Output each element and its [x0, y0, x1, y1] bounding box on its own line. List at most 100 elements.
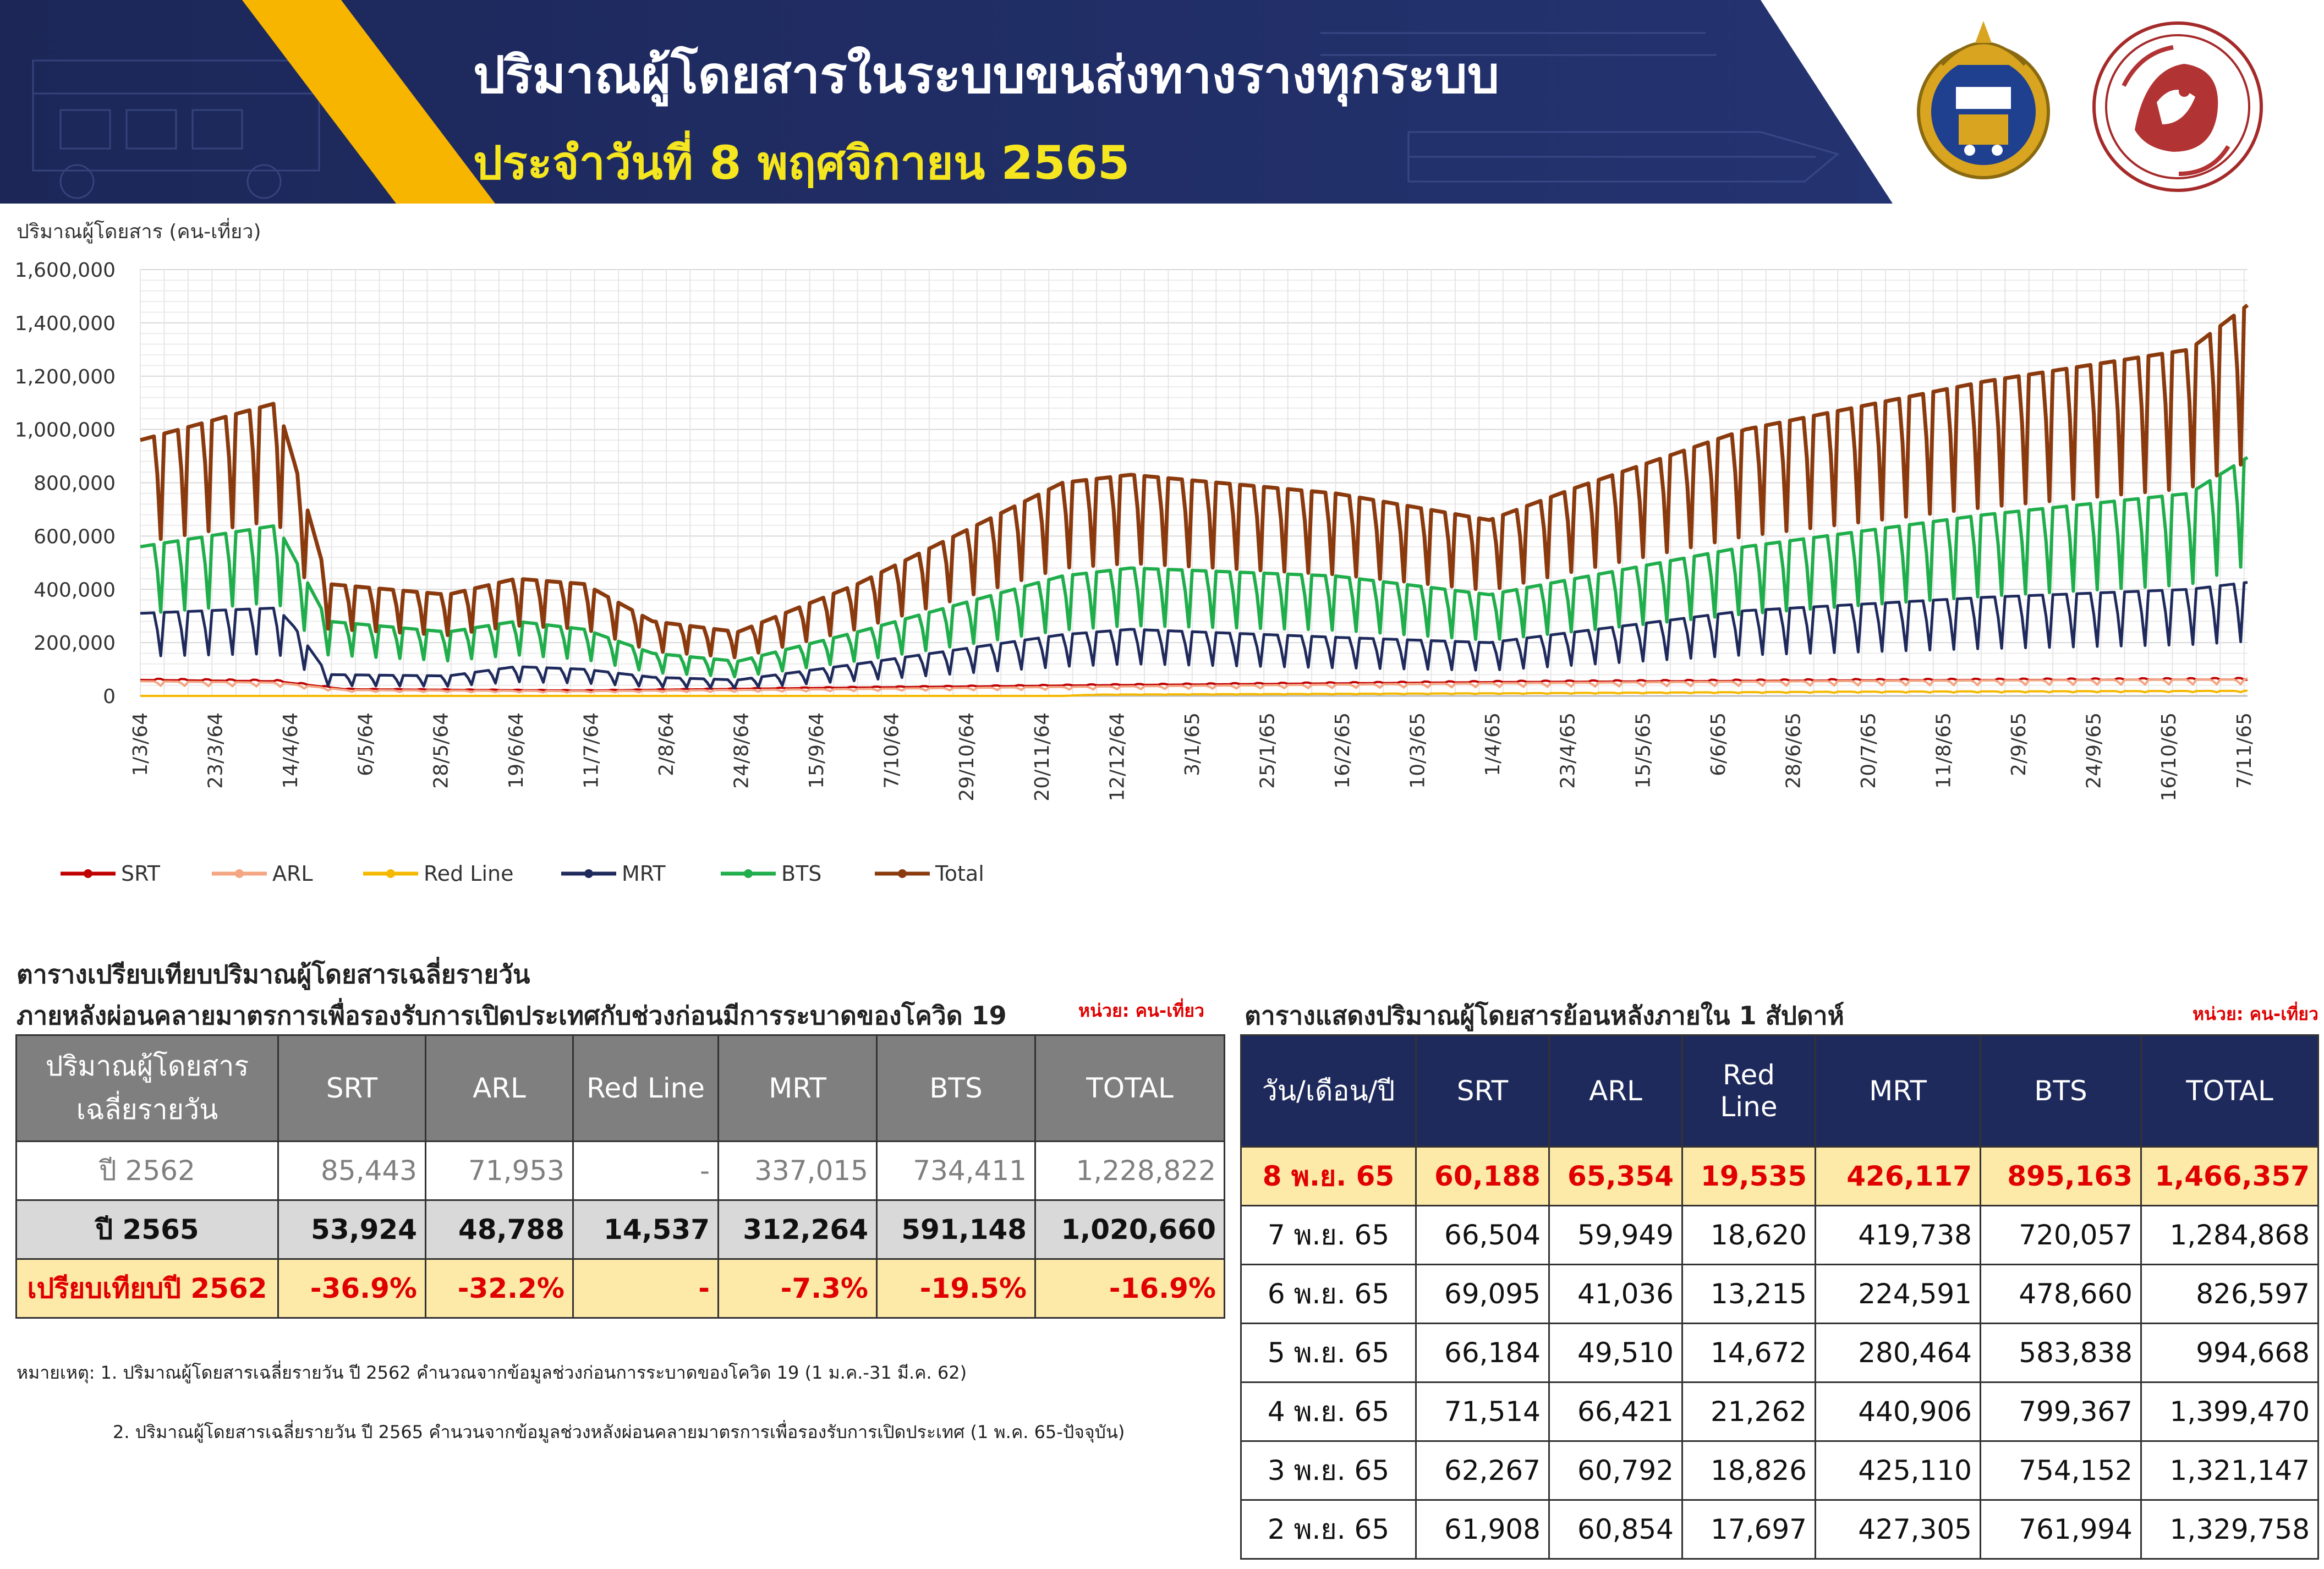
value-cell: 14,537 — [572, 1199, 719, 1260]
value-cell: 761,994 — [1980, 1499, 2142, 1560]
value-cell: 895,163 — [1980, 1146, 2142, 1206]
value-cell: 1,020,660 — [1034, 1199, 1225, 1260]
weekly-ridership-table: วัน/เดือน/ปี SRT ARL Red Line MRT BTS TOTAL 8 … — [1240, 1034, 2319, 1560]
footnote-2: 2. ปริมาณผู้โดยสารเฉลี่ยรายวัน ปี 2565 ค… — [113, 1422, 1125, 1442]
footnote-1: หมายเหตุ: 1. ปริมาณผู้โดยสารเฉลี่ยรายวัน… — [17, 1362, 967, 1383]
value-cell: 66,504 — [1415, 1205, 1550, 1265]
value-cell: 48,788 — [425, 1199, 574, 1260]
row-label-cell: 4 พ.ย. 65 — [1240, 1381, 1417, 1442]
value-cell: 1,466,357 — [2140, 1146, 2319, 1206]
value-cell: 426,117 — [1815, 1146, 1981, 1206]
x-tick-label: 1/4/65 — [1482, 712, 1504, 776]
legend-label: ARL — [272, 862, 313, 886]
right-table-unit: หน่วย: คน-เที่ยว — [2193, 1003, 2318, 1024]
value-cell: -7.3% — [717, 1258, 878, 1319]
value-cell: - — [572, 1258, 719, 1319]
value-cell: 61,908 — [1415, 1499, 1550, 1560]
series-line-arl — [140, 677, 2248, 694]
x-tick-label: 28/6/65 — [1782, 712, 1805, 789]
value-cell: 994,668 — [2140, 1323, 2319, 1383]
left-table-heading-1: ตารางเปรียบเทียบปริมาณผู้โดยสารเฉลี่ยราย… — [17, 959, 530, 989]
table-row: 7 พ.ย. 65 66,504 59,949 18,620 419,738 720,05… — [1240, 1205, 2319, 1265]
value-cell: 591,148 — [876, 1199, 1036, 1260]
value-cell: 41,036 — [1548, 1264, 1683, 1324]
value-cell: 1,329,758 — [2140, 1499, 2319, 1560]
y-axis-ticks: 0 200,000 400,000 600,000 800,000 1,000,000 1,… — [15, 259, 116, 708]
value-cell: -32.2% — [425, 1258, 574, 1319]
value-cell: 13,215 — [1681, 1264, 1816, 1324]
legend-label: MRT — [622, 862, 666, 886]
x-tick-label: 16/2/65 — [1331, 712, 1354, 789]
x-tick-label: 6/5/64 — [355, 712, 377, 776]
x-tick-label: 14/4/64 — [279, 712, 302, 789]
row-label-cell: 2 พ.ย. 65 — [1240, 1499, 1417, 1560]
value-cell: -16.9% — [1034, 1258, 1225, 1319]
column-header: BTS — [1980, 1034, 2142, 1148]
value-cell: 62,267 — [1415, 1440, 1550, 1501]
row-label-cell: 6 พ.ย. 65 — [1240, 1264, 1417, 1324]
value-cell: 59,949 — [1548, 1205, 1683, 1265]
column-header: ปริมาณผู้โดยสาร เฉลี่ยรายวัน — [15, 1034, 279, 1142]
y-axis-label: ปริมาณผู้โดยสาร (คน-เที่ยว) — [17, 218, 261, 244]
x-tick-label: 12/12/64 — [1106, 712, 1128, 802]
value-cell: 425,110 — [1815, 1440, 1981, 1501]
y-tick-label: 1,600,000 — [15, 259, 116, 282]
x-tick-label: 7/10/64 — [881, 712, 903, 789]
x-axis-ticks: 1/3/64 23/3/64 14/4/64 6/5/64 28/5/64 19/6/64… — [129, 712, 2256, 802]
right-table-heading: ตารางแสดงปริมาณผู้โดยสารย้อนหลังภายใน 1 … — [1245, 1001, 1844, 1030]
x-tick-label: 20/7/65 — [1857, 712, 1880, 789]
table-row: ปี 2562 85,443 71,953-337,015 734,411 1,228,… — [15, 1140, 1225, 1201]
value-cell: 427,305 — [1815, 1499, 1981, 1560]
legend-marker — [235, 869, 244, 878]
x-tick-label: 11/7/64 — [580, 712, 602, 789]
value-cell: 85,443 — [277, 1140, 426, 1201]
legend-label: BTS — [781, 862, 821, 886]
legend-marker — [584, 869, 593, 878]
x-tick-label: 20/11/64 — [1031, 712, 1054, 802]
value-cell: 1,228,822 — [1034, 1140, 1225, 1201]
legend-marker — [84, 869, 92, 878]
value-cell: 440,906 — [1815, 1381, 1981, 1442]
value-cell: 71,514 — [1415, 1381, 1550, 1442]
column-header: BTS — [876, 1034, 1036, 1142]
y-tick-label: 400,000 — [34, 579, 116, 601]
table-row: 5 พ.ย. 65 66,184 49,510 14,672 280,464 583,83… — [1240, 1323, 2319, 1383]
row-label-cell: ปี 2562 — [15, 1140, 279, 1201]
column-header: Red Line — [572, 1034, 719, 1142]
value-cell: 754,152 — [1980, 1440, 2142, 1501]
value-cell: 60,188 — [1415, 1146, 1550, 1206]
y-tick-label: 800,000 — [34, 473, 116, 495]
x-tick-label: 23/3/64 — [205, 712, 227, 789]
column-header: SRT — [277, 1034, 426, 1142]
value-cell: 18,620 — [1681, 1205, 1816, 1265]
value-cell: 19,535 — [1681, 1146, 1816, 1206]
x-tick-label: 6/6/65 — [1707, 712, 1730, 776]
table-row: 2 พ.ย. 65 61,908 60,854 17,697 427,305 761,99… — [1240, 1499, 2319, 1560]
left-table-unit: หน่วย: คน-เที่ยว — [1078, 1000, 1204, 1021]
value-cell: 826,597 — [2140, 1264, 2319, 1324]
value-cell: 337,015 — [717, 1140, 878, 1201]
series-line-red-line — [140, 689, 2248, 697]
table-row: เปรียบเทียบปี 2562 -36.9% -32.2% - -7.3% -19.… — [15, 1258, 1225, 1319]
x-tick-label: 10/3/65 — [1407, 712, 1429, 789]
column-header: Red Line — [1681, 1034, 1816, 1148]
x-tick-label: 24/8/64 — [731, 712, 753, 789]
row-label-cell: 5 พ.ย. 65 — [1240, 1323, 1417, 1383]
legend-marker — [744, 869, 753, 878]
y-tick-label: 1,200,000 — [15, 366, 116, 388]
row-label-cell: 7 พ.ย. 65 — [1240, 1205, 1417, 1265]
value-cell: 799,367 — [1980, 1381, 2142, 1442]
chart-series — [140, 303, 2249, 697]
value-cell: -36.9% — [277, 1258, 426, 1319]
y-tick-label: 200,000 — [34, 632, 116, 655]
chart-legend: SRT ARL Red Line MRT BTS Total — [61, 862, 984, 886]
value-cell: 1,399,470 — [2140, 1381, 2319, 1442]
y-tick-label: 0 — [103, 685, 116, 708]
value-cell: 419,738 — [1815, 1205, 1981, 1265]
value-cell: -19.5% — [876, 1258, 1036, 1319]
value-cell: 14,672 — [1681, 1323, 1816, 1383]
x-tick-label: 16/10/65 — [2158, 712, 2180, 802]
x-tick-label: 19/6/64 — [505, 712, 528, 789]
x-tick-label: 7/11/65 — [2233, 712, 2256, 789]
x-tick-label: 11/8/65 — [1933, 712, 1955, 789]
